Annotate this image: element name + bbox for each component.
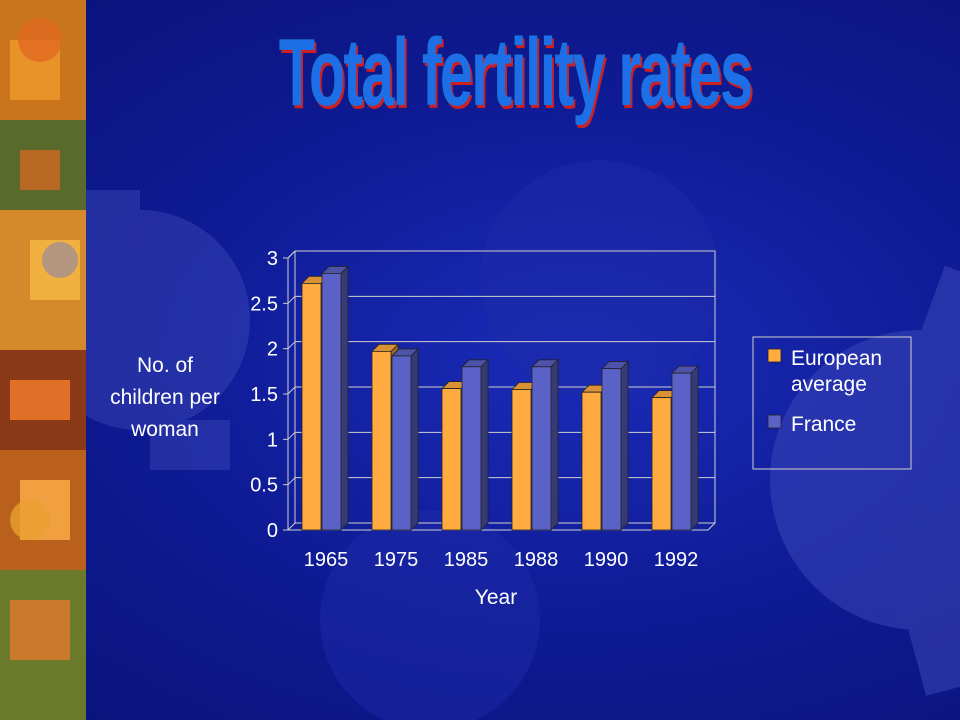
- x-tick-label: 1988: [514, 549, 559, 571]
- y-axis-title-line: woman: [130, 418, 199, 441]
- plot-area: 0 0.5 1 1.5 2 2.5 3 1965 1975 1985 1988 1990 1992: [250, 248, 716, 571]
- decorative-image-strip: [0, 0, 86, 720]
- legend-swatch-france: [767, 414, 782, 429]
- slide-title: Total fertility rates: [278, 19, 753, 126]
- x-tick-label: 1975: [374, 549, 419, 571]
- x-tick-label: 1990: [584, 549, 629, 571]
- y-tick-label: 0.5: [250, 475, 278, 497]
- gridline-edge: [287, 431, 296, 440]
- y-tick-label: 2: [267, 339, 278, 361]
- gridline-edge: [287, 477, 296, 486]
- legend-label: European: [791, 347, 882, 370]
- legend-label: average: [791, 373, 867, 396]
- legend-label: France: [791, 413, 856, 436]
- y-axis-title: No. of children per woman: [110, 354, 220, 441]
- gridline-edge: [287, 341, 296, 350]
- y-tick-label: 0: [267, 520, 278, 542]
- gridline-edge: [287, 386, 296, 395]
- x-axis-title: Year: [475, 586, 517, 609]
- legend-swatch-european: [767, 348, 782, 363]
- bar-1975-france: [391, 347, 419, 531]
- gridline-edge: [287, 295, 296, 304]
- legend-box: [752, 336, 912, 470]
- chart-legend: European average France: [752, 336, 912, 470]
- gridline-edge: [287, 250, 296, 259]
- y-axis-title-line: children per: [110, 386, 220, 409]
- x-tick-label: 1992: [654, 549, 699, 571]
- y-tick-label: 1.5: [250, 384, 278, 406]
- bar-1988-france: [531, 358, 559, 531]
- y-tick-label: 3: [267, 248, 278, 270]
- bar-1965-france: [321, 265, 349, 531]
- x-tick-label: 1985: [444, 549, 489, 571]
- y-tick-label: 2.5: [250, 293, 278, 315]
- y-tick-label: 1: [267, 429, 278, 451]
- bar-1985-france: [461, 358, 489, 531]
- bar-1992-france: [671, 365, 699, 531]
- floor-edge: [287, 522, 296, 531]
- y-axis-title-line: No. of: [137, 354, 193, 377]
- floor-edge-right: [707, 522, 716, 531]
- x-tick-label: 1965: [304, 549, 349, 571]
- bar-1990-france: [601, 360, 629, 531]
